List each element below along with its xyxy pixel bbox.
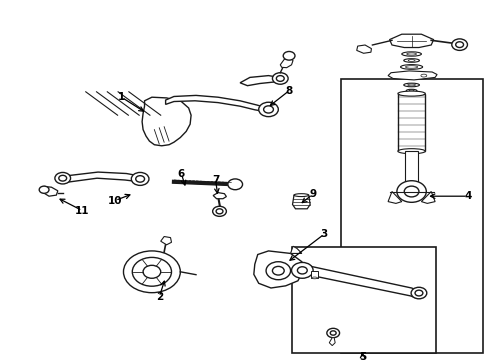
Polygon shape [329,338,335,346]
Circle shape [213,206,226,216]
Text: 10: 10 [108,195,122,206]
Bar [341,79,483,353]
Bar [292,247,436,353]
Polygon shape [166,95,267,112]
Circle shape [132,257,172,286]
Ellipse shape [398,91,425,96]
Ellipse shape [421,74,427,77]
Circle shape [292,262,313,278]
Circle shape [228,179,243,190]
Circle shape [297,267,307,274]
Ellipse shape [406,89,417,92]
Polygon shape [142,97,191,146]
Ellipse shape [294,194,309,197]
Circle shape [411,287,427,299]
Ellipse shape [408,60,415,61]
Ellipse shape [408,84,416,86]
Ellipse shape [404,59,419,62]
Circle shape [55,172,71,184]
Bar [311,271,318,278]
Polygon shape [161,237,171,245]
Text: 7: 7 [212,175,220,185]
Circle shape [131,172,149,185]
Text: 11: 11 [75,206,90,216]
Text: 2: 2 [156,292,163,302]
Circle shape [272,73,288,84]
Circle shape [123,251,180,293]
Polygon shape [254,251,303,288]
Circle shape [397,181,426,202]
Circle shape [136,176,145,182]
Polygon shape [421,192,435,203]
Circle shape [266,262,291,280]
Ellipse shape [401,65,422,69]
Polygon shape [40,186,58,196]
Circle shape [452,39,467,50]
Text: 5: 5 [359,352,366,360]
Ellipse shape [405,66,417,68]
Text: 4: 4 [464,191,472,201]
Polygon shape [357,45,371,53]
Circle shape [272,266,284,275]
Text: 8: 8 [286,86,293,96]
Circle shape [143,265,161,278]
Ellipse shape [409,90,414,91]
Circle shape [259,102,278,117]
Text: 1: 1 [118,92,125,102]
Polygon shape [405,151,418,184]
Polygon shape [303,266,421,298]
Polygon shape [388,192,402,203]
Circle shape [404,186,419,197]
Circle shape [264,106,273,113]
Text: 6: 6 [178,168,185,179]
Ellipse shape [312,277,318,279]
Polygon shape [240,76,279,86]
Polygon shape [390,34,434,48]
Circle shape [283,51,295,60]
Circle shape [330,331,336,335]
Polygon shape [398,94,425,151]
Text: 3: 3 [321,229,328,239]
Ellipse shape [402,52,421,56]
Ellipse shape [407,53,416,55]
Circle shape [216,209,223,214]
Text: 9: 9 [309,189,316,199]
Circle shape [39,186,49,193]
Polygon shape [388,71,437,80]
Polygon shape [213,193,226,199]
Polygon shape [61,172,142,182]
Circle shape [327,328,340,338]
Ellipse shape [398,149,425,154]
Polygon shape [293,195,310,209]
Circle shape [276,76,284,81]
Circle shape [456,42,464,48]
Polygon shape [291,246,302,253]
Circle shape [59,175,67,181]
Polygon shape [280,58,293,68]
Ellipse shape [404,83,419,87]
Circle shape [415,290,423,296]
